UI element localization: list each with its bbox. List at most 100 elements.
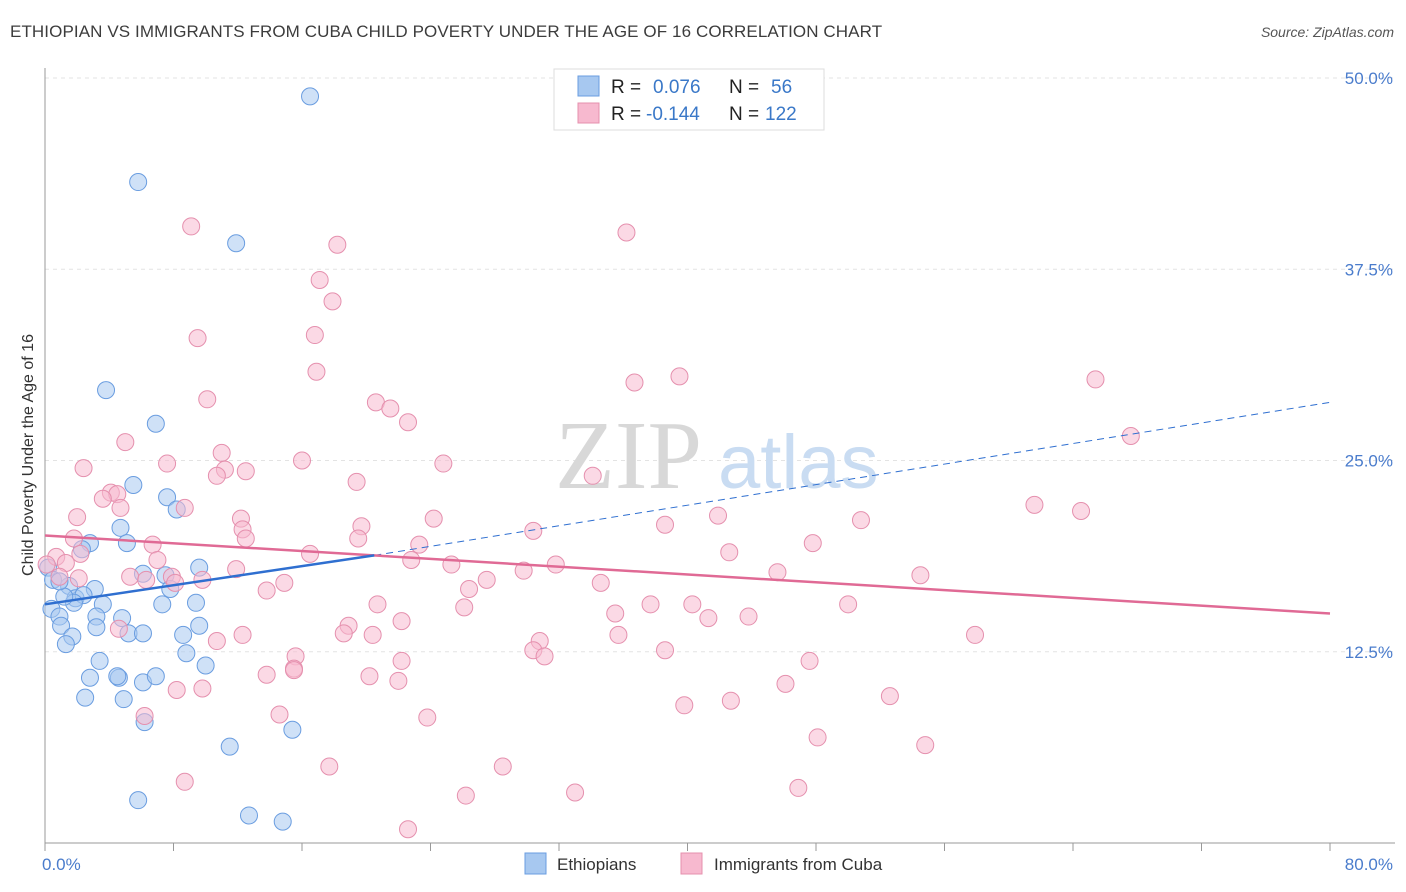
point-cuba-114 (456, 786, 475, 805)
point-cuba-23 (236, 462, 255, 481)
y-axis-title: Child Poverty Under the Age of 16 (20, 334, 37, 576)
point-ethiopians-2 (227, 234, 246, 253)
legend-n-label-2: N = (729, 104, 759, 125)
point-cuba-31 (175, 498, 194, 517)
legend-r-label-2: R = (611, 104, 641, 125)
legend-r-value-2: -0.144 (646, 104, 700, 125)
point-cuba-4 (323, 292, 342, 311)
point-cuba-26 (583, 466, 602, 485)
point-cuba-109 (808, 728, 827, 747)
point-ethiopians-50 (283, 720, 302, 739)
point-cuba-93 (656, 641, 675, 660)
point-cuba-116 (789, 778, 808, 797)
point-cuba-119 (284, 661, 303, 680)
point-cuba-15 (1121, 427, 1140, 446)
x-tick-labels: 0.0% 80.0% (42, 855, 1393, 874)
point-cuba-8 (625, 373, 644, 392)
legend-ethiopians-label: Ethiopians (557, 855, 636, 874)
point-cuba-105 (675, 696, 694, 715)
point-cuba-70 (591, 573, 610, 592)
watermark-atlas: atlas (718, 420, 879, 505)
legend-cuba-swatch (680, 852, 703, 875)
point-ethiopians-29 (52, 616, 71, 635)
point-cuba-99 (392, 651, 411, 670)
point-cuba-94 (966, 625, 985, 644)
legend-n-label-1: N = (729, 77, 759, 98)
point-cuba-52 (720, 543, 739, 562)
point-cuba-50 (236, 529, 255, 548)
point-ethiopians-39 (196, 656, 215, 675)
point-cuba-110 (916, 736, 935, 755)
point-cuba-53 (37, 555, 56, 574)
point-cuba-37 (424, 509, 443, 528)
x-tick-label-0: 0.0% (42, 855, 81, 874)
point-cuba-62 (121, 567, 140, 586)
series-cuba-points (37, 217, 1140, 839)
point-ethiopians-53 (273, 812, 292, 831)
point-cuba-92 (535, 647, 554, 666)
y-tick-label-0: 12.5% (1345, 643, 1393, 662)
point-cuba-88 (609, 625, 628, 644)
legend-r-value-1: 0.076 (653, 77, 701, 98)
legend-r-label-1: R = (611, 77, 641, 98)
legend-swatch-ethiopians (577, 75, 600, 97)
point-ethiopians-47 (114, 690, 133, 709)
point-cuba-100 (800, 651, 819, 670)
legend-stats: R = 0.076 N = 56 R = -0.144 N = 122 (553, 68, 825, 131)
point-cuba-75 (368, 595, 387, 614)
point-cuba-120 (418, 708, 437, 727)
point-cuba-72 (911, 566, 930, 585)
point-cuba-86 (363, 625, 382, 644)
point-ethiopians-3 (97, 381, 116, 400)
point-cuba-7 (307, 362, 326, 381)
point-ethiopians-0 (301, 87, 320, 106)
point-cuba-77 (641, 595, 660, 614)
y-tick-label-1: 25.0% (1345, 452, 1393, 471)
watermark-zip: ZIP (555, 402, 702, 510)
point-ethiopians-38 (177, 644, 196, 663)
point-cuba-55 (148, 550, 167, 569)
point-cuba-113 (175, 772, 194, 791)
point-cuba-43 (524, 521, 543, 540)
point-ethiopians-52 (239, 806, 258, 825)
point-cuba-2 (617, 223, 636, 242)
point-cuba-19 (74, 459, 93, 478)
point-ethiopians-37 (190, 616, 209, 635)
point-cuba-89 (233, 625, 252, 644)
point-cuba-101 (389, 671, 408, 690)
point-cuba-13 (381, 399, 400, 418)
point-cuba-83 (392, 612, 411, 631)
point-cuba-81 (699, 609, 718, 628)
point-cuba-3 (310, 270, 329, 289)
point-cuba-51 (803, 534, 822, 553)
point-cuba-112 (493, 757, 512, 776)
point-cuba-25 (347, 472, 366, 491)
legend: Ethiopians Immigrants from Cuba (524, 852, 883, 875)
point-cuba-102 (167, 681, 186, 699)
watermark: ZIP atlas (555, 402, 879, 510)
point-cuba-80 (606, 604, 625, 623)
point-ethiopians-49 (220, 737, 239, 756)
point-cuba-85 (334, 624, 353, 643)
point-cuba-5 (188, 329, 207, 348)
point-cuba-97 (257, 665, 276, 684)
trend-ethiopians (44, 554, 375, 606)
point-cuba-60 (50, 567, 69, 586)
point-ethiopians-26 (153, 595, 172, 614)
point-ethiopians-8 (111, 518, 130, 537)
point-cuba-61 (69, 569, 88, 588)
point-cuba-115 (566, 783, 585, 802)
point-cuba-11 (198, 390, 217, 409)
point-cuba-6 (305, 326, 324, 345)
point-cuba-73 (257, 581, 276, 600)
point-cuba-67 (275, 573, 294, 592)
legend-swatch-cuba (577, 102, 600, 124)
point-cuba-68 (477, 570, 496, 589)
point-cuba-17 (212, 443, 231, 462)
point-cuba-118 (193, 679, 212, 698)
point-cuba-40 (851, 511, 870, 530)
point-cuba-108 (135, 707, 154, 726)
point-cuba-24 (207, 466, 226, 485)
point-cuba-117 (399, 820, 418, 839)
